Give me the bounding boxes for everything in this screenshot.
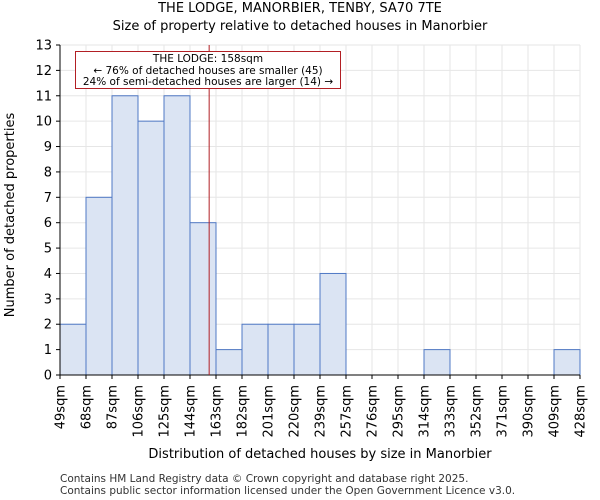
histogram-bar: [319, 272, 347, 376]
x-tick-label: 125sqm: [158, 385, 173, 438]
x-tick-label: 68sqm: [80, 385, 95, 429]
annotation-line-1: THE LODGE: 158sqm: [152, 53, 264, 65]
footer-line-1: Contains HM Land Registry data © Crown c…: [60, 473, 469, 485]
histogram-bar: [85, 196, 113, 376]
x-tick-label: 201sqm: [262, 385, 277, 438]
histogram-bar: [189, 222, 217, 376]
y-tick-label: 10: [35, 115, 52, 130]
histogram-bar: [267, 323, 295, 376]
histogram-bar: [111, 95, 139, 376]
x-tick-label: 49sqm: [54, 385, 69, 429]
histogram-bar: [137, 120, 165, 376]
x-tick-label: 87sqm: [106, 385, 121, 429]
y-tick-label: 6: [44, 216, 52, 231]
x-tick-label: 220sqm: [288, 385, 303, 438]
x-tick-label: 257sqm: [340, 385, 355, 438]
footer-line-2: Contains public sector information licen…: [60, 485, 516, 497]
annotation-line-3: 24% of semi-detached houses are larger (…: [82, 76, 334, 88]
x-tick-label: 409sqm: [548, 385, 563, 438]
annotation-box: THE LODGE: 158sqm ← 76% of detached hous…: [75, 51, 341, 89]
y-tick-label: 8: [44, 165, 52, 180]
histogram-bar: [59, 323, 87, 376]
x-tick-label: 276sqm: [366, 385, 381, 438]
y-tick-label: 7: [44, 191, 52, 206]
y-tick-label: 5: [44, 242, 52, 257]
y-tick-label: 13: [35, 39, 52, 54]
y-axis-label: Number of detached properties: [3, 113, 18, 318]
y-tick-label: 3: [44, 292, 52, 307]
histogram-bar: [293, 323, 321, 376]
x-tick-label: 390sqm: [522, 385, 537, 438]
x-tick-label: 295sqm: [392, 385, 407, 438]
bar-layer: [59, 95, 581, 376]
y-tick-label: 0: [44, 369, 52, 384]
y-tick-label: 4: [44, 267, 52, 282]
x-tick-label: 106sqm: [132, 385, 147, 438]
x-tick-label: 182sqm: [236, 385, 251, 438]
histogram-bar: [163, 95, 191, 376]
x-axis-label: Distribution of detached houses by size …: [148, 447, 492, 462]
x-tick-label: 333sqm: [444, 385, 459, 438]
x-tick-label: 352sqm: [470, 385, 485, 438]
chart-title: THE LODGE, MANORBIER, TENBY, SA70 7TE: [158, 1, 442, 16]
histogram-bar: [553, 349, 581, 376]
chart-subtitle: Size of property relative to detached ho…: [112, 19, 488, 34]
y-tick-label: 1: [44, 343, 52, 358]
histogram-bar: [215, 349, 243, 376]
x-tick-label: 239sqm: [314, 385, 329, 438]
x-tick-label: 163sqm: [210, 385, 225, 438]
x-tick-label: 144sqm: [184, 385, 199, 438]
x-tick-label: 314sqm: [418, 385, 433, 438]
x-tick-label: 371sqm: [496, 385, 511, 438]
histogram-bar: [423, 349, 451, 376]
y-tick-label: 11: [35, 89, 52, 104]
y-tick-label: 12: [35, 64, 52, 79]
y-tick-label: 2: [44, 318, 52, 333]
y-tick-label: 9: [44, 140, 52, 155]
x-tick-label: 428sqm: [574, 385, 589, 438]
annotation-line-2: ← 76% of detached houses are smaller (45…: [93, 64, 323, 77]
histogram-bar: [241, 323, 269, 376]
